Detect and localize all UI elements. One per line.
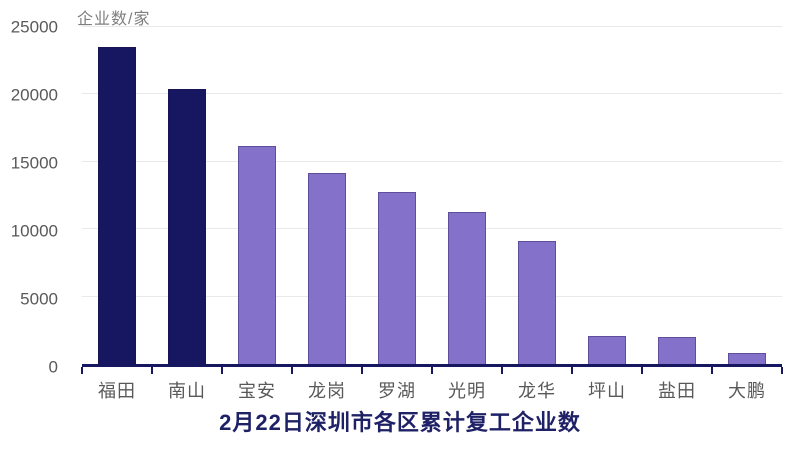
y-tick-label: 25000 <box>10 17 58 37</box>
y-tick-label: 20000 <box>10 85 58 105</box>
y-axis-title: 企业数/家 <box>77 11 151 28</box>
bar-龙华 <box>517 240 557 364</box>
bar-slot <box>712 27 782 364</box>
gridline-25000 <box>82 26 782 27</box>
bars-row <box>82 27 782 364</box>
x-tick-label: 龙岗 <box>308 381 346 401</box>
bar-slot <box>292 27 362 364</box>
x-axis-category-labels: 福田 南山 宝安 龙岗 罗湖 光明 龙华 坪山 盐田 大鹏 <box>82 377 782 403</box>
x-axis-tick <box>571 367 573 374</box>
bar-大鹏 <box>727 353 767 364</box>
gridline-10000 <box>82 228 782 230</box>
x-axis-tick <box>151 367 153 374</box>
bar-罗湖 <box>377 192 417 364</box>
y-tick-label: 10000 <box>10 221 58 241</box>
y-tick-label: 0 <box>48 357 58 377</box>
x-axis-tick <box>711 367 713 374</box>
x-tick-label: 坪山 <box>588 381 626 401</box>
bar-宝安 <box>237 145 277 364</box>
bar-slot <box>642 27 712 364</box>
bar-盐田 <box>657 337 697 364</box>
bar-slot <box>222 27 292 364</box>
x-axis-tick <box>431 367 433 374</box>
bar-福田 <box>97 47 137 364</box>
bar-slot <box>572 27 642 364</box>
x-axis-tick <box>361 367 363 374</box>
y-tick-label: 15000 <box>10 153 58 173</box>
bar-龙岗 <box>307 172 347 364</box>
x-tick-label: 盐田 <box>658 381 696 401</box>
x-tick-label: 福田 <box>98 381 136 401</box>
x-axis-tick <box>781 367 783 374</box>
bar-slot <box>432 27 502 364</box>
chart-title: 2月22日深圳市各区累计复工企业数 <box>219 410 581 435</box>
x-axis-tick <box>641 367 643 374</box>
x-axis-tick <box>221 367 223 374</box>
x-axis-tick <box>501 367 503 374</box>
x-tick-label: 大鹏 <box>728 381 766 401</box>
bar-南山 <box>167 89 207 364</box>
x-tick-label: 罗湖 <box>378 381 416 401</box>
bar-slot <box>502 27 572 364</box>
bar-slot <box>362 27 432 364</box>
x-axis-tick <box>81 367 83 374</box>
gridline-5000 <box>82 295 782 297</box>
bar-坪山 <box>587 335 627 364</box>
gridline-20000 <box>82 93 782 95</box>
x-tick-label: 龙华 <box>518 381 556 401</box>
x-tick-label: 宝安 <box>238 381 276 401</box>
gridline-15000 <box>82 160 782 162</box>
plot-area <box>81 26 783 374</box>
y-axis-tick-labels: 0 5000 10000 15000 20000 25000 <box>0 19 58 376</box>
x-tick-label: 光明 <box>448 381 486 401</box>
bar-slot <box>152 27 222 364</box>
bar-slot <box>82 27 152 364</box>
bar-光明 <box>447 212 487 364</box>
x-axis-tick <box>291 367 293 374</box>
y-tick-label: 5000 <box>20 289 58 309</box>
x-tick-label: 南山 <box>168 381 206 401</box>
